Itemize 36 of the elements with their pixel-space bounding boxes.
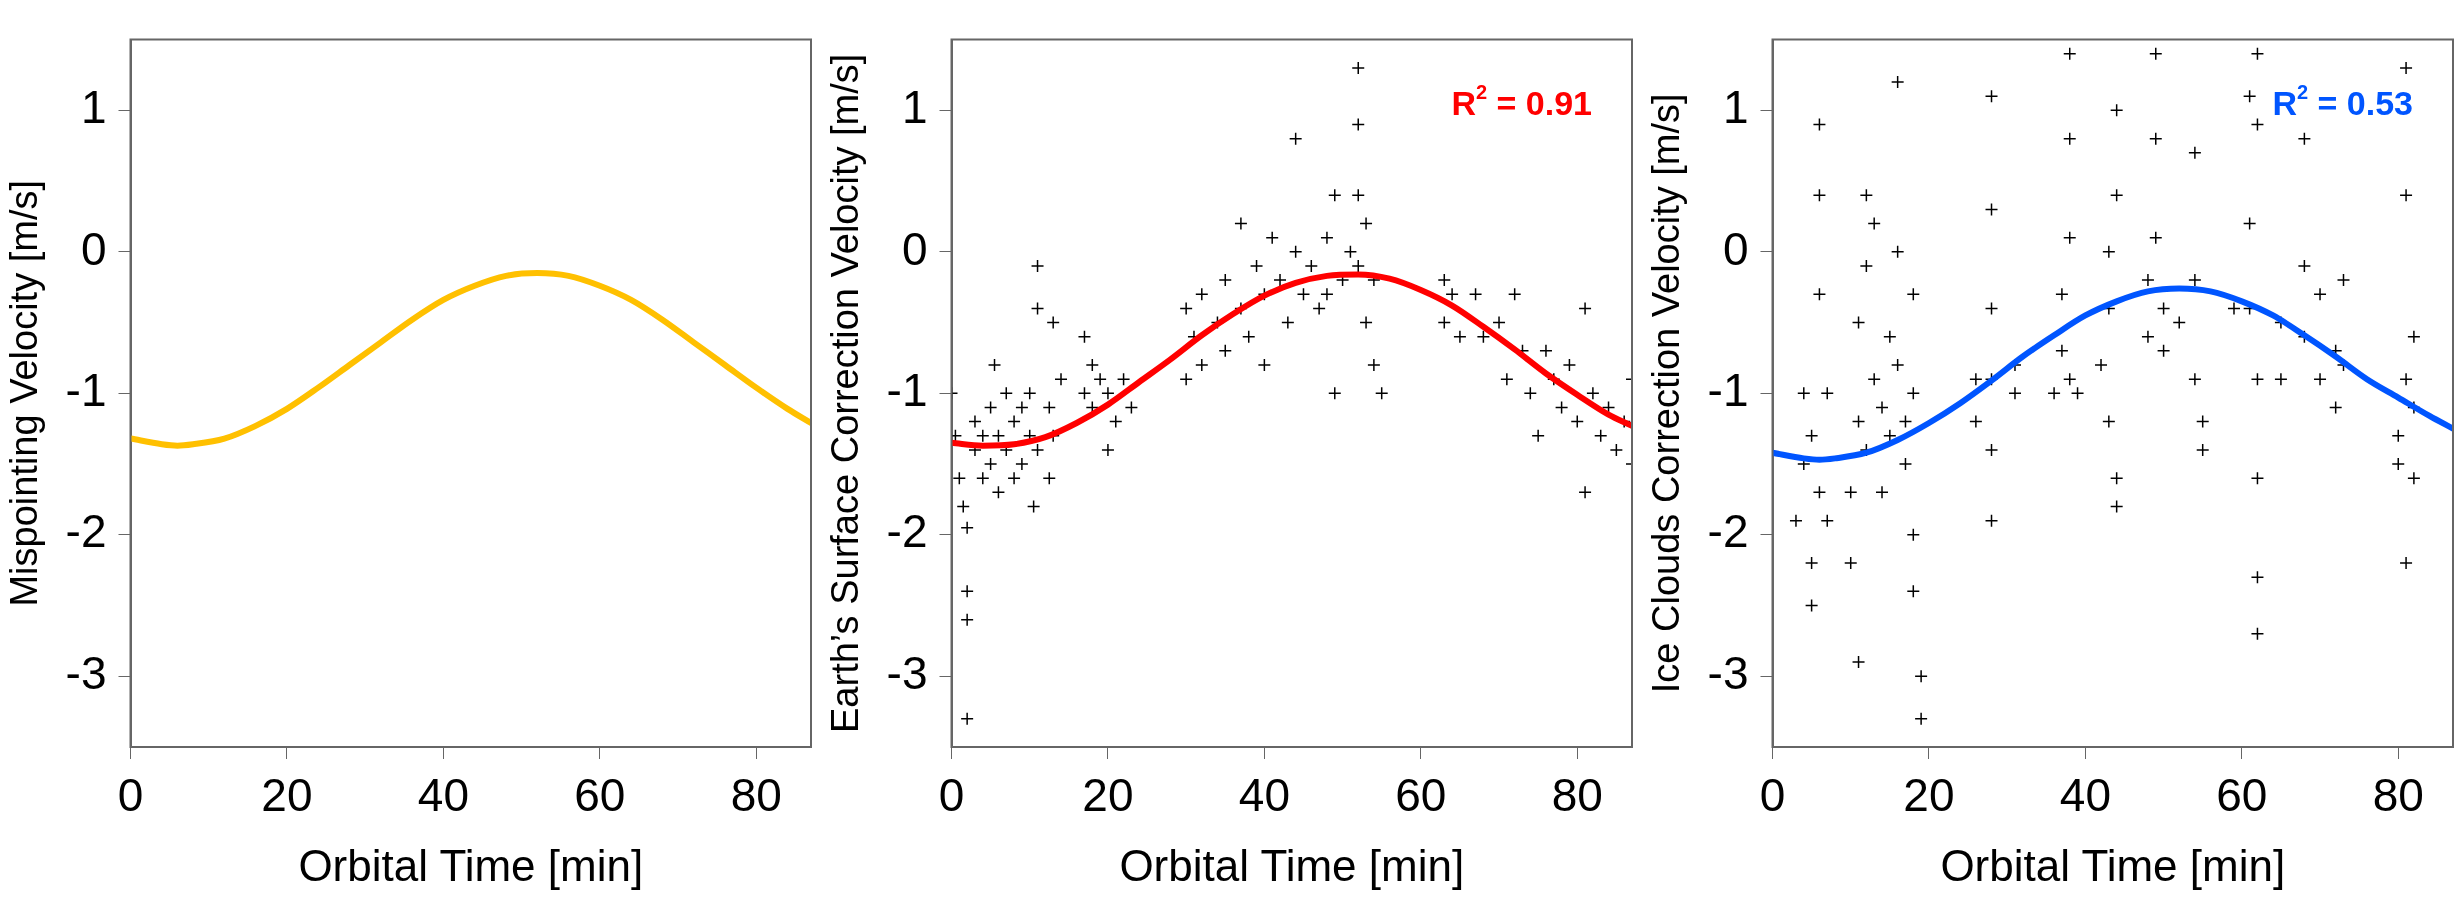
- x-tick-label: 20: [261, 769, 313, 822]
- x-tick-label: 60: [2216, 769, 2268, 822]
- x-tick-label: 20: [1903, 769, 1955, 822]
- y-tick-label: -3: [1707, 646, 1749, 699]
- y-axis-title: Earth’s Surface Correction Velocity [m/s]: [824, 53, 867, 733]
- y-tick-label: -2: [1707, 505, 1749, 558]
- y-tick-label: -2: [65, 505, 107, 558]
- y-tick-label: 1: [1722, 81, 1749, 134]
- y-tick-label: -3: [65, 646, 107, 699]
- x-axis-title: Orbital Time [min]: [1940, 840, 2286, 890]
- x-tick-label: 60: [1395, 769, 1447, 822]
- y-tick-label: 0: [1722, 222, 1749, 275]
- x-tick-label: 80: [1551, 769, 1603, 822]
- y-tick-label: -1: [1707, 363, 1749, 416]
- x-axis-title: Orbital Time [min]: [298, 840, 644, 890]
- y-tick-label: -3: [886, 646, 928, 699]
- y-tick-label: -1: [886, 363, 928, 416]
- y-tick-label: 0: [901, 222, 928, 275]
- x-tick-label: 0: [117, 769, 144, 822]
- x-tick-label: 40: [1238, 769, 1290, 822]
- y-tick-label: 1: [80, 81, 107, 134]
- x-tick-label: 60: [574, 769, 626, 822]
- y-tick-label: -2: [886, 505, 928, 558]
- x-tick-label: 0: [938, 769, 965, 822]
- x-tick-label: 0: [1759, 769, 1786, 822]
- x-tick-label: 20: [1082, 769, 1134, 822]
- x-tick-label: 40: [2059, 769, 2111, 822]
- y-axis-title: Ice Clouds Correction Velocity [m/s]: [1645, 93, 1688, 694]
- y-tick-label: 1: [901, 81, 928, 134]
- y-axis-title: Mispointing Velocity [m/s]: [3, 180, 46, 607]
- x-tick-label: 80: [2372, 769, 2424, 822]
- x-tick-label: 40: [417, 769, 469, 822]
- x-tick-label: 80: [730, 769, 782, 822]
- y-tick-label: -1: [65, 363, 107, 416]
- x-axis-title: Orbital Time [min]: [1119, 840, 1465, 890]
- y-tick-label: 0: [80, 222, 107, 275]
